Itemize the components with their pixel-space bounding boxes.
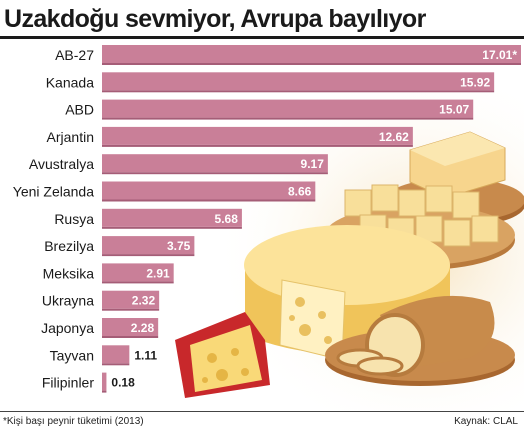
chart-title: Uzakdoğu sevmiyor, Avrupa bayılıyor xyxy=(4,5,426,33)
bar xyxy=(102,318,159,336)
bar-shadow xyxy=(102,336,159,338)
category-label: Brezilya xyxy=(44,238,94,254)
bar xyxy=(102,263,174,282)
title-divider xyxy=(0,36,524,39)
bar-chart: AB-27 17.01* Kanada 15.92 ABD 15.07 Arjantin 12… xyxy=(13,45,521,393)
value-label: 5.68 xyxy=(215,212,239,226)
category-label: Meksika xyxy=(43,265,95,281)
category-label: Avustralya xyxy=(29,156,94,172)
value-label: 2.91 xyxy=(146,266,170,280)
value-label: 2.32 xyxy=(132,294,156,308)
bar xyxy=(102,372,107,391)
value-label: 15.92 xyxy=(460,75,490,89)
value-label: 1.11 xyxy=(134,348,157,362)
bar xyxy=(102,208,242,227)
bar xyxy=(102,345,130,364)
bar-shadow xyxy=(102,363,130,366)
value-label: 15.07 xyxy=(439,103,469,117)
category-label: Japonya xyxy=(41,320,94,336)
bar-shadow xyxy=(102,226,242,229)
category-label: Arjantin xyxy=(47,129,94,145)
category-label: Tayvan xyxy=(50,347,94,363)
value-label: 0.18 xyxy=(111,376,135,390)
bar xyxy=(102,72,495,91)
category-label: Filipinler xyxy=(42,375,94,391)
bar-shadow xyxy=(102,390,107,393)
footer-divider xyxy=(0,411,524,412)
bar xyxy=(102,154,328,173)
category-label: Kanada xyxy=(46,74,94,90)
bar xyxy=(102,45,521,63)
bar xyxy=(102,181,316,200)
value-label: 9.17 xyxy=(301,157,325,171)
category-label: Rusya xyxy=(54,211,94,227)
value-label: 3.75 xyxy=(167,239,191,253)
smoked-cheese-roll xyxy=(325,295,515,386)
category-label: AB-27 xyxy=(55,47,94,63)
footnote: *Kişi başı peynir tüketimi (2013) xyxy=(3,416,144,427)
bar-shadow xyxy=(102,308,160,311)
bar-shadow xyxy=(102,63,521,65)
bar-shadow xyxy=(102,254,195,257)
bar-shadow xyxy=(102,90,495,93)
bar xyxy=(102,290,160,309)
bar-shadow xyxy=(102,281,174,284)
value-label: 2.28 xyxy=(131,321,155,335)
bar xyxy=(102,99,474,118)
category-label: Yeni Zelanda xyxy=(13,184,94,200)
category-label: Ukrayna xyxy=(42,293,94,309)
bar-shadow xyxy=(102,199,316,202)
bar-shadow xyxy=(102,172,328,175)
source-credit: Kaynak: CLAL xyxy=(454,416,518,427)
value-label: 12.62 xyxy=(379,130,409,144)
bar-shadow xyxy=(102,117,474,120)
bar xyxy=(102,236,195,255)
value-label: 17.01* xyxy=(482,48,517,62)
category-label: ABD xyxy=(65,102,94,118)
bar xyxy=(102,126,413,145)
red-wax-cheese xyxy=(175,312,270,398)
bar-shadow xyxy=(102,144,413,147)
value-label: 8.66 xyxy=(288,185,312,199)
